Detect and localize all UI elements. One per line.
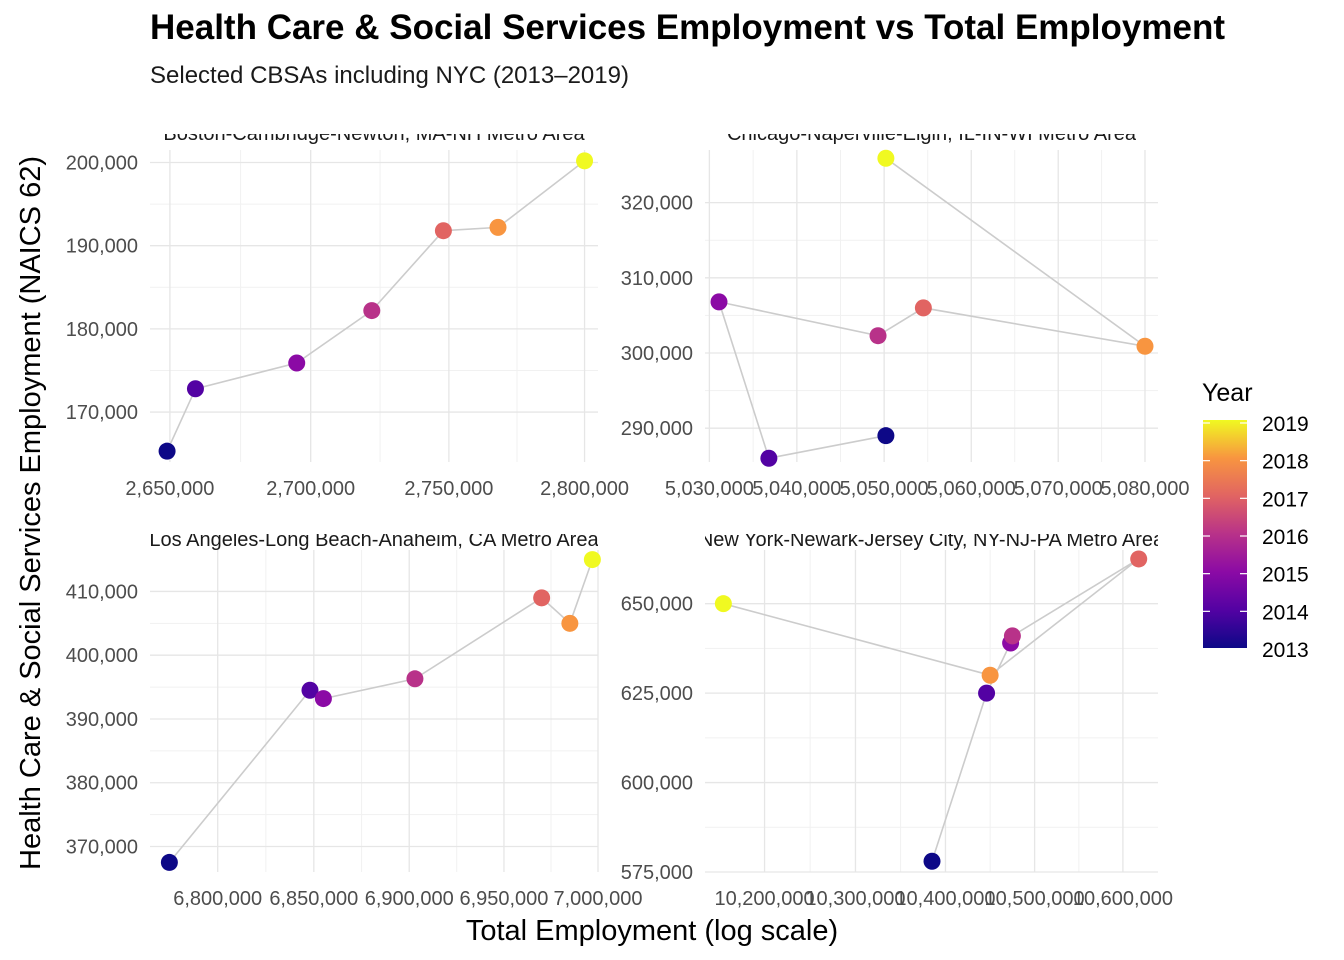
y-tick-label: 625,000	[621, 683, 693, 705]
x-tick-label: 6,900,000	[365, 888, 454, 910]
data-point-2019	[714, 595, 732, 613]
facet-strip-title: Chicago-Naperville-Elgin, IL-IN-WI Metro…	[727, 123, 1137, 145]
x-tick-label: 10,300,000	[805, 888, 905, 910]
data-point-2017	[914, 299, 932, 317]
facet-strip-title: New York-Newark-Jersey City, NY-NJ-PA Me…	[699, 529, 1165, 551]
facet-panel: 6,800,000 6,850,000 6,900,000 6,950,000 7,00…	[66, 529, 643, 910]
legend-label: 2014	[1262, 601, 1309, 624]
x-tick-label: 6,950,000	[459, 888, 548, 910]
y-axis-label: Health Care & Social Services Employment…	[15, 156, 47, 870]
year-connector-line	[168, 559, 594, 863]
y-tick-label: 650,000	[621, 594, 693, 616]
y-tick-label: 200,000	[66, 152, 138, 174]
data-point-2016	[869, 327, 887, 345]
legend-colorbar	[1203, 420, 1247, 648]
x-tick-label: 5,060,000	[927, 478, 1016, 500]
y-tick-label: 370,000	[66, 836, 138, 858]
chart-subtitle: Selected CBSAs including NYC (2013–2019)	[150, 62, 629, 89]
y-tick-label: 310,000	[621, 268, 693, 290]
legend-title: Year	[1202, 379, 1253, 407]
data-point-2013	[158, 442, 176, 460]
data-point-2018	[489, 218, 507, 236]
data-point-2015	[288, 354, 306, 372]
data-point-2018	[981, 666, 999, 684]
x-tick-label: 2,800,000	[540, 478, 629, 500]
data-point-2017	[533, 589, 551, 607]
y-tick-label: 600,000	[621, 773, 693, 795]
y-tick-label: 400,000	[66, 645, 138, 667]
y-tick-label: 190,000	[66, 236, 138, 258]
data-point-2014	[186, 380, 204, 398]
year-connector-line	[717, 157, 1146, 460]
data-point-2018	[1136, 337, 1154, 355]
data-point-2017	[1130, 550, 1148, 568]
legend-label: 2017	[1262, 488, 1309, 511]
chart-title: Health Care & Social Services Employment…	[150, 8, 1225, 47]
x-tick-label: 7,000,000	[554, 888, 643, 910]
data-point-2017	[434, 222, 452, 240]
data-point-2013	[877, 427, 895, 445]
x-tick-label: 6,850,000	[269, 888, 358, 910]
data-point-2019	[877, 149, 895, 167]
legend-label: 2015	[1262, 564, 1309, 587]
x-tick-label: 10,200,000	[715, 888, 815, 910]
x-tick-label: 5,030,000	[665, 478, 754, 500]
data-point-2016	[406, 670, 424, 688]
x-tick-label: 5,080,000	[1101, 478, 1190, 500]
legend-label: 2013	[1262, 639, 1309, 662]
x-tick-label: 5,070,000	[1014, 478, 1103, 500]
data-point-2018	[561, 614, 579, 632]
y-tick-label: 180,000	[66, 319, 138, 341]
data-point-2016	[1003, 627, 1021, 645]
data-point-2015	[710, 293, 728, 311]
data-point-2015	[314, 690, 332, 708]
x-axis-label: Total Employment (log scale)	[466, 915, 838, 947]
legend-label: 2018	[1262, 451, 1309, 474]
facet-strip-title: Los Angeles-Long Beach-Anaheim, CA Metro…	[149, 529, 599, 551]
data-point-2019	[576, 152, 594, 170]
y-tick-label: 380,000	[66, 773, 138, 795]
data-point-2019	[583, 551, 601, 569]
data-point-2016	[363, 302, 381, 320]
x-tick-label: 5,040,000	[752, 478, 841, 500]
legend-label: 2016	[1262, 526, 1309, 549]
facet-strip-title: Boston-Cambridge-Newton, MA-NH Metro Are…	[163, 123, 585, 145]
data-point-2013	[923, 852, 941, 870]
y-tick-label: 320,000	[621, 193, 693, 215]
x-tick-label: 6,800,000	[173, 888, 262, 910]
x-tick-label: 10,500,000	[985, 888, 1085, 910]
x-tick-label: 2,650,000	[125, 478, 214, 500]
legend-label: 2019	[1262, 413, 1309, 436]
y-tick-label: 410,000	[66, 581, 138, 603]
y-tick-label: 390,000	[66, 709, 138, 731]
y-tick-label: 170,000	[66, 402, 138, 424]
facet-panel: 2,650,000 2,700,000 2,750,000 2,800,000 170,…	[66, 123, 629, 500]
facet-panel: 5,030,0005,040,0005,050,0005,060,0005,07…	[621, 123, 1190, 500]
legend: Year 2019 2018 2017 2016 2015 2014 2013	[1202, 379, 1309, 662]
data-point-2014	[301, 681, 319, 699]
x-tick-label: 10,600,000	[1073, 888, 1173, 910]
x-tick-label: 5,050,000	[840, 478, 929, 500]
x-tick-label: 10,400,000	[895, 888, 995, 910]
x-tick-label: 2,750,000	[404, 478, 493, 500]
y-tick-label: 300,000	[621, 343, 693, 365]
data-point-2014	[978, 684, 996, 702]
facet-panel: 10,200,00010,300,00010,400,00010,500,000…	[621, 529, 1173, 910]
data-point-2013	[160, 853, 178, 871]
x-tick-label: 2,700,000	[266, 478, 355, 500]
y-tick-label: 575,000	[621, 862, 693, 884]
data-point-2014	[760, 449, 778, 467]
y-tick-label: 290,000	[621, 418, 693, 440]
